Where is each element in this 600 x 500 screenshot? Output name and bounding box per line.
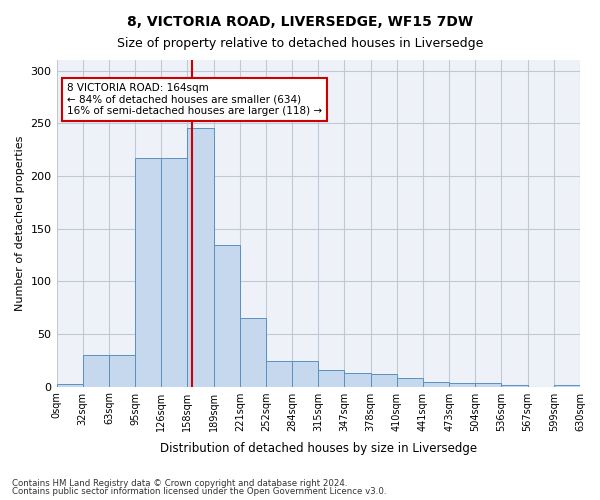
Bar <box>135 158 161 386</box>
Text: Size of property relative to detached houses in Liversedge: Size of property relative to detached ho… <box>117 38 483 51</box>
Text: Contains HM Land Registry data © Crown copyright and database right 2024.: Contains HM Land Registry data © Crown c… <box>12 478 347 488</box>
Bar <box>187 128 214 386</box>
Bar <box>449 384 475 386</box>
Bar <box>344 373 371 386</box>
X-axis label: Distribution of detached houses by size in Liversedge: Distribution of detached houses by size … <box>160 442 477 455</box>
Bar <box>214 246 240 386</box>
Text: 8, VICTORIA ROAD, LIVERSEDGE, WF15 7DW: 8, VICTORIA ROAD, LIVERSEDGE, WF15 7DW <box>127 15 473 29</box>
Bar <box>371 374 397 386</box>
Bar <box>397 378 423 386</box>
Bar <box>292 361 318 386</box>
Text: 8 VICTORIA ROAD: 164sqm
← 84% of detached houses are smaller (634)
16% of semi-d: 8 VICTORIA ROAD: 164sqm ← 84% of detache… <box>67 83 322 116</box>
Bar <box>240 318 266 386</box>
Bar <box>83 355 109 386</box>
Bar <box>109 355 135 386</box>
Bar <box>318 370 344 386</box>
Bar <box>161 158 187 386</box>
Bar <box>475 384 502 386</box>
Bar <box>56 384 83 386</box>
Text: Contains public sector information licensed under the Open Government Licence v3: Contains public sector information licen… <box>12 487 386 496</box>
Bar <box>423 382 449 386</box>
Bar <box>266 361 292 386</box>
Y-axis label: Number of detached properties: Number of detached properties <box>15 136 25 311</box>
